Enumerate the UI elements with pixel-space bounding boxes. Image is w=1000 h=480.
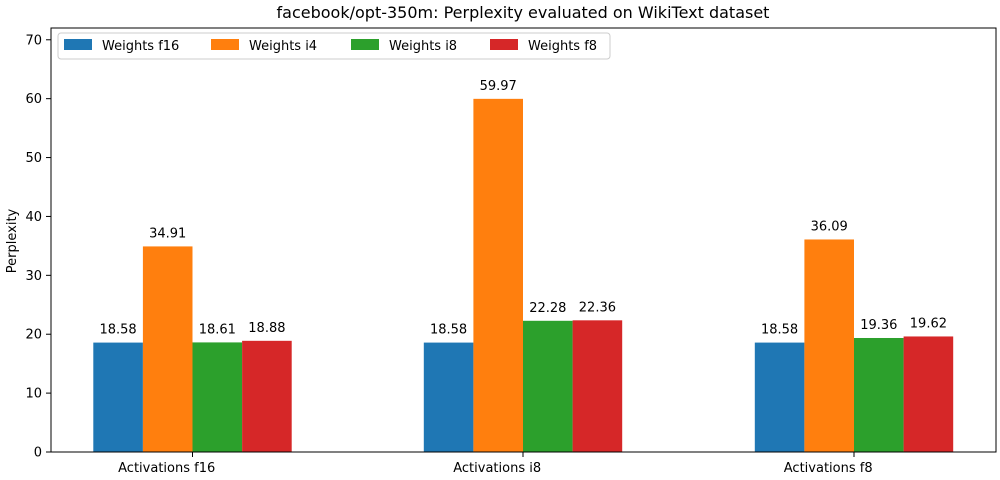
legend-box: [57, 32, 611, 60]
y-tick-label: 20: [25, 328, 42, 343]
bars-group: [93, 98, 954, 453]
x-tick-label: Activations i8: [453, 461, 541, 476]
bar: [854, 337, 904, 452]
value-labels-group: 18.58 34.91 18.61 18.88 18.58 59.97 22.28 22.36…: [99, 79, 947, 338]
bar-value-label: 22.36: [579, 300, 616, 315]
bar: [93, 342, 143, 452]
bar-value-label: 36.09: [811, 219, 848, 234]
y-axis-ticks: 0 10 20 30 40 50 60 70: [25, 33, 51, 461]
chart-title: facebook/opt-350m: Perplexity evaluated …: [277, 3, 770, 22]
y-tick-label: 30: [25, 269, 42, 284]
bar-value-label: 22.28: [529, 301, 566, 316]
bar: [423, 342, 474, 452]
bar: [754, 342, 805, 452]
y-tick-label: 70: [25, 33, 42, 48]
legend-swatch: [64, 39, 92, 50]
legend-swatch: [490, 39, 518, 50]
legend-entry-label: Weights i4: [249, 39, 317, 54]
bar: [242, 340, 292, 452]
bar-value-label: 18.88: [248, 321, 285, 336]
y-tick-label: 60: [25, 92, 42, 107]
bar: [523, 320, 573, 452]
legend-entry-label: Weights f8: [528, 39, 597, 54]
bar: [804, 239, 854, 452]
x-axis-ticks: Activations f16 Activations i8 Activations…: [118, 452, 873, 476]
y-tick-label: 50: [25, 151, 42, 166]
x-tick-label: Activations f8: [784, 461, 873, 476]
legend-swatch: [211, 39, 239, 50]
legend: Weights f16 Weights i4 Weights i8 Weights f…: [57, 32, 611, 60]
bar: [192, 342, 243, 452]
bar-value-label: 18.58: [430, 323, 467, 338]
bar-value-label: 59.97: [480, 79, 517, 94]
y-tick-label: 0: [34, 446, 42, 461]
bar-value-label: 18.58: [761, 323, 798, 338]
bar: [572, 320, 623, 452]
legend-entry-label: Weights i8: [389, 39, 457, 54]
x-tick-label: Activations f16: [118, 461, 215, 476]
y-tick-label: 40: [25, 210, 42, 225]
bar-value-label: 18.61: [199, 322, 236, 337]
y-axis-label: Perplexity: [5, 208, 20, 273]
y-tick-label: 10: [25, 387, 42, 402]
bar-value-label: 34.91: [149, 226, 186, 241]
bar-value-label: 19.36: [860, 318, 897, 333]
legend-entry-label: Weights f16: [102, 39, 179, 54]
bar-value-label: 18.58: [99, 323, 136, 338]
bar: [903, 336, 954, 452]
bar: [142, 246, 193, 452]
bar: [473, 98, 523, 453]
legend-swatch: [351, 39, 379, 50]
bar-value-label: 19.62: [910, 316, 947, 331]
